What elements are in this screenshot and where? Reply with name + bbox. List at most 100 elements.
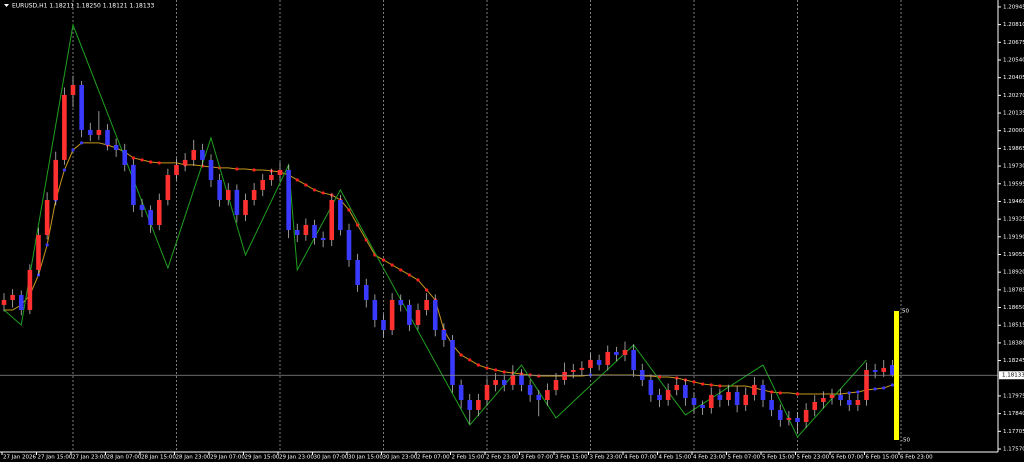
y-tick-label: 1.17975 xyxy=(1003,393,1024,399)
candle-body xyxy=(674,384,680,391)
candle-body xyxy=(510,374,516,385)
current-price-label: 1.18133 xyxy=(1002,373,1024,379)
moving-average-dot xyxy=(149,160,153,164)
y-tick-label: 1.18380 xyxy=(1003,340,1024,346)
x-tick-label: 2 Feb 23:00 xyxy=(486,455,519,461)
x-tick-label: 27 Jan 2026 xyxy=(3,455,36,461)
moving-average-dot xyxy=(399,268,403,272)
candle-body xyxy=(734,392,740,405)
candle-body xyxy=(251,189,257,201)
candle-body xyxy=(346,229,352,260)
candle-body xyxy=(458,384,464,401)
candle-body xyxy=(105,129,110,145)
candle-body xyxy=(657,394,662,401)
candle-body xyxy=(355,259,360,286)
moving-average-dot xyxy=(795,392,800,396)
candle-body xyxy=(683,384,688,399)
candle-body xyxy=(726,392,731,401)
moving-average-dot xyxy=(718,384,722,388)
candle-body xyxy=(174,164,179,175)
candle-body xyxy=(139,204,145,210)
x-tick-label: 28 Jan 23:00 xyxy=(176,455,211,461)
y-tick-label: 1.18515 xyxy=(1003,323,1024,329)
y-tick-label: 1.18785 xyxy=(1003,287,1024,293)
candle-body xyxy=(777,409,783,420)
candle-body xyxy=(527,384,533,395)
moving-average-dot xyxy=(485,366,489,370)
y-tick-label: 1.19190 xyxy=(1003,234,1024,240)
candle-body xyxy=(148,209,153,226)
candle-body xyxy=(484,384,490,401)
moving-average-dot xyxy=(45,243,49,247)
candle-body xyxy=(234,189,240,215)
candle-body xyxy=(553,379,559,391)
candle-body xyxy=(467,400,473,410)
x-tick-label: 5 Feb 23:00 xyxy=(797,455,830,461)
y-tick-label: 1.17705 xyxy=(1003,429,1024,435)
candle-body xyxy=(329,200,335,240)
candle-body xyxy=(372,299,378,320)
x-tick-label: 2 Feb 15:00 xyxy=(452,455,485,461)
candle-body xyxy=(691,398,697,405)
x-tick-label: 29 Jan 15:00 xyxy=(245,455,280,461)
moving-average-dot xyxy=(856,390,860,394)
moving-average-dot xyxy=(692,380,696,384)
moving-average-dot xyxy=(459,353,463,357)
candle-body xyxy=(217,179,222,201)
gauge-min-label: -50 xyxy=(901,438,910,444)
candle-body xyxy=(87,129,93,135)
candle-body xyxy=(846,400,852,405)
candle-body xyxy=(53,159,59,201)
x-tick-label: 3 Feb 23:00 xyxy=(590,455,623,461)
moving-average-dot xyxy=(476,363,480,367)
candle-body xyxy=(407,304,412,325)
moving-average-dot xyxy=(407,273,411,277)
moving-average-dot xyxy=(675,376,679,380)
moving-average-dot xyxy=(252,168,256,172)
x-tick-label: 29 Jan 23:00 xyxy=(279,455,314,461)
candle-body xyxy=(260,179,266,190)
candle-body xyxy=(156,200,162,226)
candle-body xyxy=(493,379,498,385)
candle-body xyxy=(769,400,774,410)
x-tick-label: 3 Feb 07:00 xyxy=(521,455,554,461)
gauge-max-label: 50 xyxy=(902,309,909,315)
x-tick-label: 4 Feb 15:00 xyxy=(659,455,692,461)
candle-body xyxy=(890,365,895,376)
moving-average-dot xyxy=(356,223,360,227)
moving-average-dot xyxy=(321,191,325,195)
candle-body xyxy=(795,417,800,423)
candle-body xyxy=(70,85,76,95)
candle-body xyxy=(269,174,274,180)
candle-body xyxy=(821,398,826,402)
candle-body xyxy=(743,394,749,405)
candle-body xyxy=(415,310,421,325)
candle-body xyxy=(700,404,705,408)
candle-body xyxy=(708,394,714,408)
candle-body xyxy=(165,174,171,201)
moving-average-dot xyxy=(80,141,84,145)
moving-average-dot xyxy=(890,383,894,387)
moving-average-dot xyxy=(502,370,506,374)
symbol-menu-icon[interactable] xyxy=(4,4,9,7)
candle-body xyxy=(562,371,567,380)
candle-body xyxy=(113,144,119,150)
candle-body xyxy=(363,285,369,300)
moving-average-dot xyxy=(347,208,351,212)
candle-body xyxy=(36,234,41,270)
y-tick-label: 1.18920 xyxy=(1003,270,1024,276)
moving-average-dot xyxy=(312,188,317,192)
x-tick-label: 6 Feb 07:00 xyxy=(831,455,864,461)
x-tick-label: 2 Feb 07:00 xyxy=(417,455,450,461)
candle-body xyxy=(579,367,585,371)
x-tick-label: 6 Feb 15:00 xyxy=(866,455,899,461)
candle-body xyxy=(1,299,7,305)
candle-body xyxy=(312,225,317,238)
candle-body xyxy=(389,299,395,331)
x-tick-label: 6 Feb 23:00 xyxy=(900,455,933,461)
candle-body xyxy=(294,229,300,235)
x-tick-label: 3 Feb 15:00 xyxy=(555,455,588,461)
moving-average-dot xyxy=(709,383,713,387)
